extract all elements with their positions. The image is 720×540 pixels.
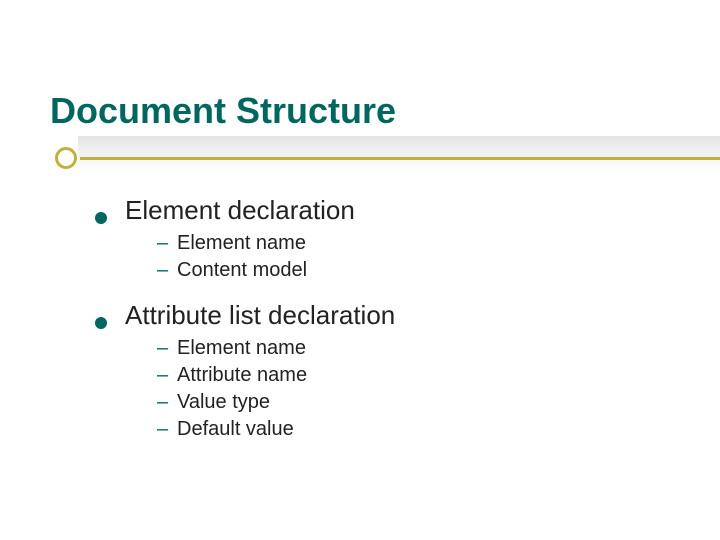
list-item: – Content model [157, 259, 655, 282]
list-item: – Value type [157, 391, 655, 414]
list-item-label: Content model [177, 259, 307, 282]
sublist: – Element name – Attribute name – Value … [157, 337, 655, 441]
title-rule [0, 145, 720, 175]
circle-icon [55, 147, 77, 169]
list-item-label: Attribute name [177, 364, 307, 387]
horizontal-rule [80, 157, 720, 160]
sublist: – Element name – Content model [157, 232, 655, 282]
list-item-label: Attribute list declaration [125, 300, 395, 331]
slide: Document Structure Element declaration –… [0, 0, 720, 540]
dash-icon: – [157, 259, 177, 282]
slide-title: Document Structure [50, 90, 396, 132]
list-item: Element declaration [95, 195, 655, 226]
dash-icon: – [157, 418, 177, 441]
list-item-label: Value type [177, 391, 270, 414]
list-item-label: Element name [177, 337, 306, 360]
list-item: Attribute list declaration [95, 300, 655, 331]
list-item: – Element name [157, 337, 655, 360]
list-item-label: Default value [177, 418, 294, 441]
slide-body: Element declaration – Element name – Con… [95, 195, 655, 459]
list-item: – Attribute name [157, 364, 655, 387]
list-item-label: Element declaration [125, 195, 355, 226]
list-item: – Default value [157, 418, 655, 441]
dash-icon: – [157, 337, 177, 360]
list-item-label: Element name [177, 232, 306, 255]
bullet-icon [95, 317, 107, 329]
dash-icon: – [157, 232, 177, 255]
bullet-icon [95, 212, 107, 224]
dash-icon: – [157, 364, 177, 387]
list-item: – Element name [157, 232, 655, 255]
dash-icon: – [157, 391, 177, 414]
